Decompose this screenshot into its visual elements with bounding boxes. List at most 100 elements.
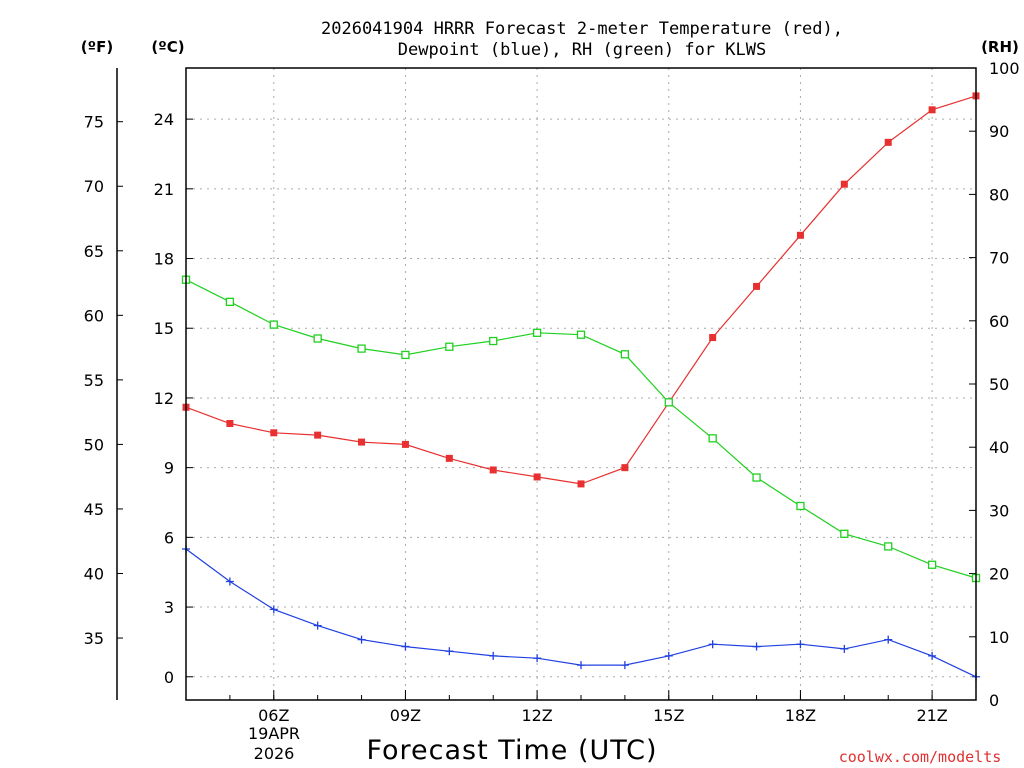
rh-tick-label: 0	[989, 691, 999, 710]
rh-tick-label: 70	[989, 249, 1009, 268]
rh-unit-label: (RH)	[981, 38, 1019, 56]
dewpoint-point	[796, 640, 805, 649]
dewpoint-point	[357, 635, 366, 644]
temperature-point	[401, 440, 409, 448]
dewpoint-point	[225, 577, 234, 586]
dewpoint-point	[840, 644, 849, 653]
rh-tick-label: 60	[989, 312, 1009, 331]
credit-label: coolwx.com/modelts	[839, 748, 1002, 766]
rh-point	[489, 336, 498, 346]
celsius-tick-label: 21	[154, 180, 174, 199]
dewpoint-point	[708, 640, 717, 649]
rh-point	[884, 542, 893, 551]
fahrenheit-tick-label: 65	[84, 242, 104, 261]
dewpoint-point	[313, 621, 322, 630]
rh-point	[445, 342, 454, 351]
temperature-point	[533, 473, 541, 481]
temperature-point	[445, 454, 453, 462]
celsius-tick-label: 12	[154, 389, 174, 408]
temperature-point	[489, 466, 497, 474]
rh-point	[927, 560, 937, 569]
series-layer	[181, 92, 981, 681]
fahrenheit-tick-label: 50	[84, 435, 104, 454]
temperature-point	[796, 231, 804, 239]
celsius-tick-label: 9	[164, 459, 174, 478]
dewpoint-point	[577, 661, 585, 670]
temperature-point	[840, 180, 848, 188]
rh-tick-label: 20	[989, 565, 1009, 584]
celsius-tick-label: 0	[164, 668, 174, 687]
plot-frame	[185, 67, 977, 701]
rh-point	[269, 320, 278, 329]
fahrenheit-unit-label: (ºF)	[81, 38, 113, 56]
rh-tick-label: 50	[989, 375, 1009, 394]
fahrenheit-tick-label: 70	[84, 177, 104, 196]
celsius-tick-label: 6	[164, 528, 174, 547]
celsius-tick-label: 24	[154, 110, 174, 129]
dewpoint-point	[928, 651, 937, 660]
temperature-point	[314, 431, 322, 439]
celsius-axis: 0 3 6 9 12 15 18 21 24	[154, 110, 193, 687]
x-tick-label: 18Z	[785, 706, 816, 725]
rh-point	[225, 297, 235, 306]
x-tick-label: 09Z	[390, 706, 421, 725]
x-tick-label: 15Z	[653, 706, 684, 725]
rh-point	[532, 328, 542, 337]
x-tick-label: 21Z	[916, 706, 947, 725]
temperature-point	[928, 106, 936, 114]
rh-point	[357, 344, 366, 353]
dewpoint-point	[752, 642, 761, 651]
rh-point	[576, 330, 586, 339]
fahrenheit-tick-label: 60	[84, 306, 104, 325]
rh-point	[401, 350, 410, 360]
fahrenheit-tick-label: 40	[84, 564, 104, 583]
x-tick-label: 12Z	[521, 706, 552, 725]
rh-tick-label: 40	[989, 438, 1009, 457]
dewpoint-point	[884, 635, 893, 644]
rh-tick-label: 100	[989, 59, 1020, 78]
fahrenheit-tick-label: 45	[84, 500, 104, 519]
celsius-tick-label: 18	[154, 250, 174, 269]
rh-tick-label: 30	[989, 501, 1009, 520]
rh-tick-label: 90	[989, 122, 1009, 141]
rh-point	[620, 350, 630, 359]
fahrenheit-tick-label: 35	[84, 629, 104, 648]
series-dewpoint	[182, 544, 980, 681]
rh-point	[796, 501, 805, 511]
celsius-tick-label: 3	[164, 598, 174, 617]
rh-point	[313, 334, 322, 343]
temperature-point	[358, 438, 366, 446]
temperature-point	[621, 464, 629, 472]
rh-tick-label: 10	[989, 628, 1009, 647]
temperature-point	[709, 334, 717, 342]
rh-point	[752, 473, 761, 482]
temperature-point	[753, 282, 761, 290]
rh-point	[840, 529, 849, 538]
dewpoint-point	[533, 654, 542, 663]
fahrenheit-axis: 35 40 45 50 55 60 65 70 75	[84, 68, 123, 700]
x-axis: 06Z 09Z 12Z 15Z 18Z 21Z	[185, 690, 977, 725]
celsius-tick-label: 15	[154, 319, 174, 338]
dewpoint-point	[445, 647, 454, 656]
x-axis-title: Forecast Time (UTC)	[366, 735, 657, 766]
dewpoint-point	[664, 651, 673, 660]
chart-title-line2: Dewpoint (blue), RH (green) for KLWS	[398, 40, 766, 60]
x-tick-label: 06Z	[258, 706, 289, 725]
dewpoint-point	[620, 661, 629, 670]
dewpoint-point	[269, 605, 278, 614]
rh-axis: 0 10 20 30 40 50 60 70 80 90 100	[969, 59, 1020, 710]
date-label-month: 19APR	[248, 724, 300, 743]
rh-tick-label: 80	[989, 185, 1009, 204]
fahrenheit-tick-label: 55	[84, 371, 104, 390]
dewpoint-point	[489, 651, 498, 660]
date-label-year: 2026	[254, 744, 295, 763]
temperature-point	[226, 420, 234, 427]
celsius-unit-label: (ºC)	[151, 38, 184, 56]
temperature-point	[270, 429, 278, 437]
rh-point	[664, 398, 673, 407]
fahrenheit-tick-label: 75	[84, 113, 104, 132]
temperature-point	[577, 480, 585, 488]
rh-point	[708, 434, 717, 443]
